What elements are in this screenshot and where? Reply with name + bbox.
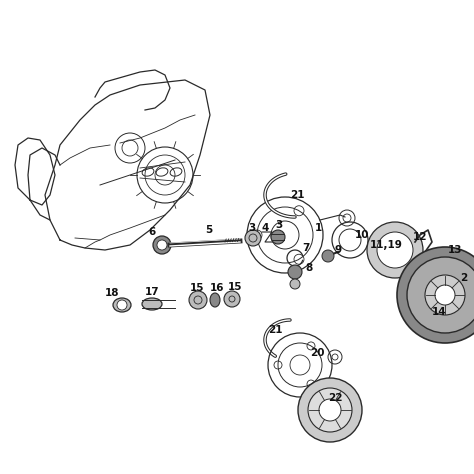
Text: 2: 2 (460, 273, 467, 283)
Text: 4: 4 (262, 223, 269, 233)
Circle shape (367, 222, 423, 278)
Text: 1: 1 (315, 223, 322, 233)
Circle shape (224, 291, 240, 307)
Text: 6: 6 (148, 227, 155, 237)
Circle shape (290, 279, 300, 289)
Circle shape (319, 399, 341, 421)
Circle shape (271, 230, 285, 244)
Text: 15: 15 (190, 283, 204, 293)
Text: 17: 17 (145, 287, 160, 297)
Circle shape (425, 275, 465, 315)
Circle shape (435, 285, 455, 305)
Text: 18: 18 (105, 288, 119, 298)
Circle shape (308, 388, 352, 432)
Circle shape (117, 300, 127, 310)
Circle shape (322, 250, 334, 262)
Text: 22: 22 (328, 393, 343, 403)
Circle shape (288, 265, 302, 279)
Text: 8: 8 (305, 263, 312, 273)
Ellipse shape (210, 293, 220, 307)
Circle shape (397, 247, 474, 343)
Text: 13: 13 (448, 245, 463, 255)
Text: 15: 15 (228, 282, 243, 292)
Text: 16: 16 (210, 283, 225, 293)
Text: 5: 5 (205, 225, 212, 235)
Ellipse shape (142, 298, 162, 310)
Circle shape (157, 240, 167, 250)
Text: 9: 9 (335, 245, 342, 255)
Circle shape (189, 291, 207, 309)
Circle shape (377, 232, 413, 268)
Circle shape (298, 378, 362, 442)
Circle shape (153, 236, 171, 254)
Circle shape (419, 304, 433, 318)
Circle shape (407, 257, 474, 333)
Text: 20: 20 (310, 348, 325, 358)
Circle shape (245, 230, 261, 246)
Text: 11,19: 11,19 (370, 240, 403, 250)
Text: 7: 7 (302, 243, 310, 253)
Text: 10: 10 (355, 230, 370, 240)
Text: 21: 21 (290, 190, 304, 200)
Text: 21: 21 (268, 325, 283, 335)
Ellipse shape (113, 298, 131, 312)
Text: 3: 3 (275, 220, 282, 230)
Text: 12: 12 (413, 232, 428, 242)
Ellipse shape (443, 251, 457, 273)
Text: 3: 3 (248, 223, 255, 233)
Text: 14: 14 (432, 307, 447, 317)
